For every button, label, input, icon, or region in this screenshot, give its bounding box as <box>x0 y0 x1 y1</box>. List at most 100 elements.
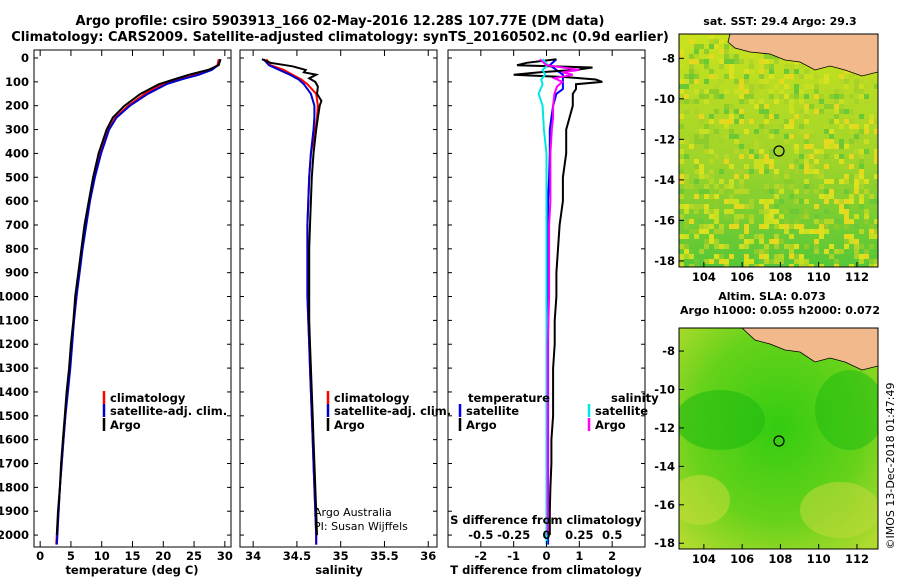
sst-cell <box>719 254 724 259</box>
sst-cell <box>804 214 809 219</box>
sst-cell <box>699 94 704 99</box>
sst-cell <box>699 169 704 174</box>
sst-cell <box>789 249 794 254</box>
sst-cell <box>679 84 684 89</box>
salinity-plot-frame <box>239 49 438 548</box>
sst-cell <box>794 149 799 154</box>
sst-cell <box>774 169 779 174</box>
sst-cell <box>849 119 854 124</box>
sst-cell <box>714 254 719 259</box>
sst-cell <box>824 139 829 144</box>
sst-cell <box>774 184 779 189</box>
sst-cell <box>744 74 749 79</box>
pi-note: PI: Susan Wijffels <box>314 520 408 533</box>
sst-cell <box>789 164 794 169</box>
sst-cell <box>839 159 844 164</box>
sst-cell <box>759 249 764 254</box>
sst-cell <box>689 54 694 59</box>
sst-cell <box>679 244 684 249</box>
sst-cell <box>859 254 864 259</box>
map-y-tick-label: -10 <box>654 382 675 396</box>
depth-tick-label: 500 <box>5 170 29 184</box>
sst-cell <box>854 254 859 259</box>
legend-s-satellite-label: satellite <box>595 404 648 418</box>
map-x-tick-label: 108 <box>768 270 792 284</box>
sst-cell <box>874 149 878 154</box>
sst-cell <box>844 244 849 249</box>
sst-cell <box>679 159 684 164</box>
sst-cell <box>744 99 749 104</box>
sst-cell <box>684 254 689 259</box>
sst-cell <box>824 144 829 149</box>
temperature-legend: climatology satellite-adj. clim. Argo <box>102 391 227 432</box>
sst-cell <box>694 159 699 164</box>
sst-cell <box>824 239 829 244</box>
sst-cell <box>839 74 844 79</box>
sst-cell <box>814 219 819 224</box>
sst-cell <box>769 229 774 234</box>
sst-cell <box>764 209 769 214</box>
sst-cell <box>869 224 874 229</box>
sst-cell <box>714 74 719 79</box>
sst-cell <box>784 139 789 144</box>
sst-cell <box>754 129 759 134</box>
sst-cell <box>809 99 814 104</box>
sst-cell <box>714 209 719 214</box>
x-tick-label: 35.5 <box>370 549 398 563</box>
sst-cell <box>874 219 878 224</box>
sst-cell <box>739 214 744 219</box>
sst-cell <box>679 54 684 59</box>
sst-cell <box>814 159 819 164</box>
sst-cell <box>694 229 699 234</box>
sst-cell <box>769 94 774 99</box>
sst-cell <box>784 74 789 79</box>
sst-cell <box>724 49 729 54</box>
sst-cell <box>824 219 829 224</box>
sst-cell <box>729 209 734 214</box>
sst-cell <box>704 229 709 234</box>
sst-cell <box>729 114 734 119</box>
sst-cell <box>789 254 794 259</box>
sst-cell <box>724 259 729 264</box>
sst-cell <box>839 179 844 184</box>
sst-cell <box>794 254 799 259</box>
sla-blob <box>815 370 878 450</box>
sst-cell <box>779 239 784 244</box>
sst-cell <box>704 94 709 99</box>
sst-cell <box>844 199 849 204</box>
sst-cell <box>819 184 824 189</box>
sst-cell <box>689 99 694 104</box>
sst-cell <box>809 154 814 159</box>
sst-cell <box>679 124 684 129</box>
sst-cell <box>679 44 684 49</box>
salinity-legend: climatology satellite-adj. clim. Argo <box>326 391 451 432</box>
sst-cell <box>694 234 699 239</box>
sst-cell <box>684 239 689 244</box>
sst-cell <box>829 104 834 109</box>
s-difference-label: S difference from climatology <box>450 513 642 527</box>
sst-cell <box>744 89 749 94</box>
sst-cell <box>729 64 734 69</box>
sst-cell <box>774 174 779 179</box>
sst-cell <box>769 89 774 94</box>
sst-cell <box>769 219 774 224</box>
sst-cell <box>849 74 854 79</box>
sst-cell <box>699 204 704 209</box>
map-y-tick-label: -18 <box>654 536 675 550</box>
sst-cell <box>849 234 854 239</box>
sst-cell <box>859 199 864 204</box>
sst-cell <box>704 259 709 264</box>
sst-cell <box>769 149 774 154</box>
x-tick-label: 35 <box>333 549 349 563</box>
sst-cell <box>829 219 834 224</box>
depth-tick-label: 2000 <box>0 528 29 542</box>
sst-cell <box>764 84 769 89</box>
sst-cell <box>734 204 739 209</box>
sst-cell <box>709 124 714 129</box>
sst-cell <box>729 199 734 204</box>
depth-tick-label: 400 <box>5 146 29 160</box>
sst-cell <box>784 179 789 184</box>
sst-cell <box>854 79 859 84</box>
sst-cell <box>724 199 729 204</box>
sst-cell <box>684 84 689 89</box>
